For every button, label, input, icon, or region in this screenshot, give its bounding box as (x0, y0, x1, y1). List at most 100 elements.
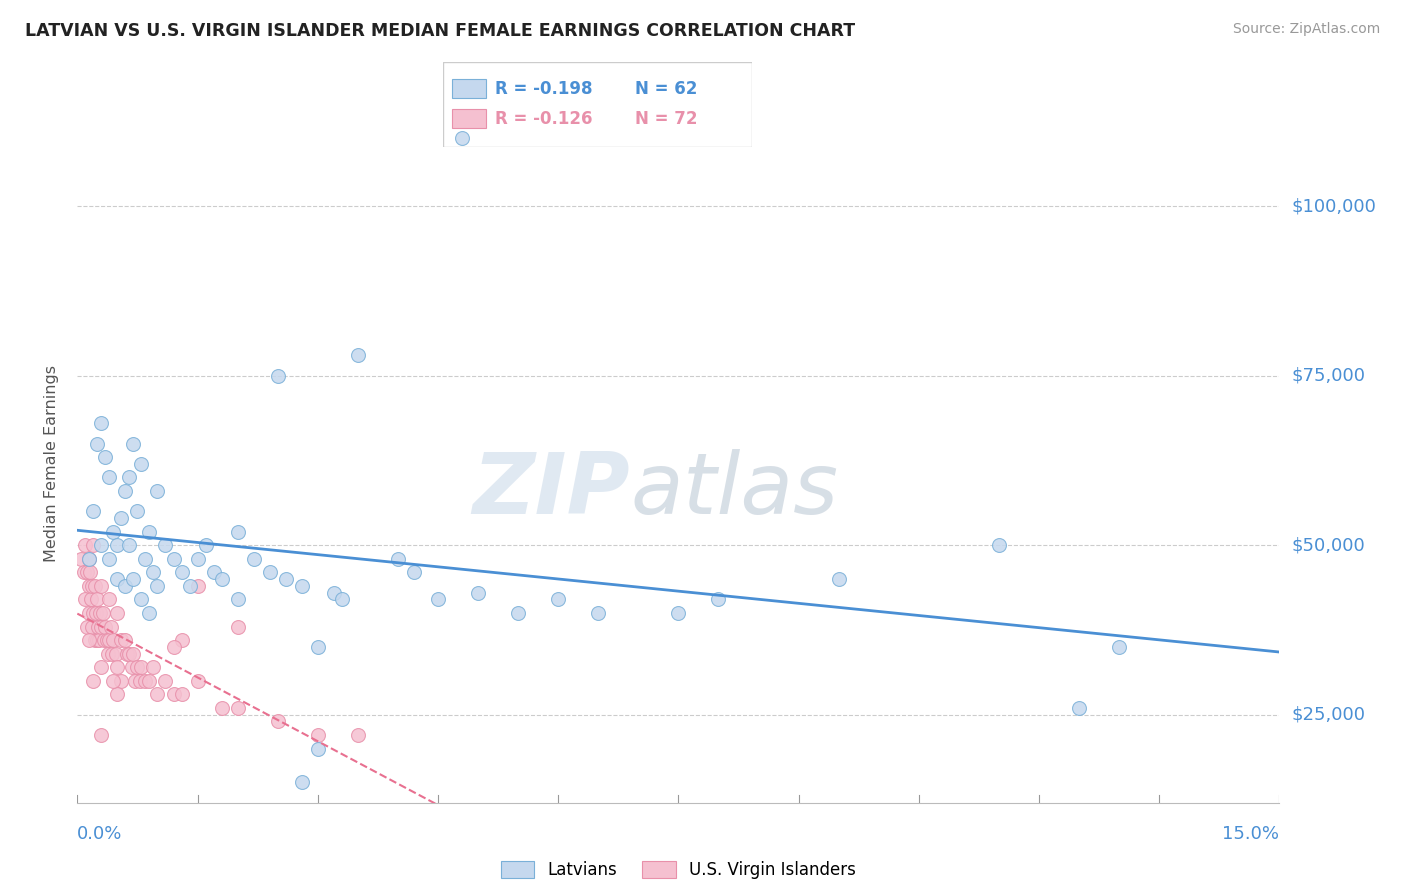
Point (118, 470, 141, 484)
Point (291, 775, 314, 789)
Point (127, 660, 149, 674)
Point (97, 647, 120, 661)
Point (226, 592, 249, 607)
Point (98, 551, 121, 566)
Point (134, 673, 156, 688)
Text: N = 72: N = 72 (634, 110, 697, 128)
Point (90, 619, 112, 633)
Point (128, 673, 150, 688)
Point (134, 551, 156, 566)
Point (98, 470, 121, 484)
Point (80, 592, 103, 607)
Point (90, 416, 112, 430)
Point (267, 714, 290, 729)
Point (87, 619, 110, 633)
Text: $75,000: $75,000 (1292, 367, 1365, 384)
Point (90, 660, 112, 674)
Point (87, 633, 110, 648)
Point (547, 592, 569, 607)
Point (988, 538, 1011, 552)
Point (307, 728, 329, 742)
Point (124, 673, 146, 688)
Point (346, 728, 368, 742)
Bar (453, 79, 486, 98)
Point (402, 566, 425, 580)
Point (162, 687, 184, 701)
Point (79, 551, 101, 566)
Point (131, 457, 153, 471)
Point (828, 572, 851, 586)
Point (86, 633, 108, 648)
Point (104, 647, 127, 661)
Point (82, 606, 104, 620)
Point (94, 619, 117, 633)
Point (186, 551, 209, 566)
Point (467, 585, 489, 599)
Point (1069, 701, 1091, 715)
Point (77, 579, 100, 593)
Point (103, 524, 125, 539)
Point (98, 633, 121, 648)
Point (110, 673, 132, 688)
Point (114, 483, 136, 498)
Point (226, 701, 249, 715)
Point (103, 673, 125, 688)
Point (668, 606, 690, 620)
Bar (453, 109, 486, 128)
Point (170, 566, 193, 580)
Point (226, 619, 249, 633)
Point (114, 579, 136, 593)
Point (1108, 640, 1130, 654)
Legend: Latvians, U.S. Virgin Islanders: Latvians, U.S. Virgin Islanders (495, 855, 862, 886)
Text: $25,000: $25,000 (1292, 706, 1365, 723)
Point (115, 647, 138, 661)
Point (588, 606, 610, 620)
Point (267, 368, 290, 383)
Point (179, 579, 201, 593)
Point (79, 551, 101, 566)
Point (107, 687, 129, 701)
Point (107, 606, 129, 620)
Point (707, 592, 730, 607)
Point (138, 673, 160, 688)
Text: ZIP: ZIP (472, 450, 630, 533)
Point (96, 633, 118, 648)
Point (122, 572, 145, 586)
Point (82, 538, 104, 552)
Point (508, 606, 530, 620)
Point (118, 647, 141, 661)
Point (307, 741, 329, 756)
Text: R = -0.126: R = -0.126 (495, 110, 593, 128)
Point (211, 701, 233, 715)
Point (186, 673, 209, 688)
Point (146, 483, 169, 498)
Point (451, 131, 474, 145)
Point (76, 566, 98, 580)
Point (76, 619, 98, 633)
Point (110, 511, 132, 525)
Point (107, 538, 129, 552)
Point (387, 551, 409, 566)
Point (75, 592, 97, 607)
Point (155, 538, 177, 552)
Point (82, 673, 104, 688)
Text: R = -0.198: R = -0.198 (495, 80, 593, 98)
Point (146, 579, 169, 593)
Point (259, 566, 281, 580)
Point (131, 592, 153, 607)
Point (330, 592, 353, 607)
Point (138, 606, 160, 620)
Point (202, 566, 225, 580)
Point (100, 619, 122, 633)
Point (93, 633, 115, 648)
Point (90, 538, 112, 552)
Point (138, 524, 160, 539)
Point (70, 551, 93, 566)
Point (170, 633, 193, 648)
Point (127, 504, 149, 518)
Point (194, 538, 217, 552)
Point (211, 572, 233, 586)
Point (122, 436, 145, 450)
Point (75, 538, 97, 552)
Point (94, 450, 117, 464)
